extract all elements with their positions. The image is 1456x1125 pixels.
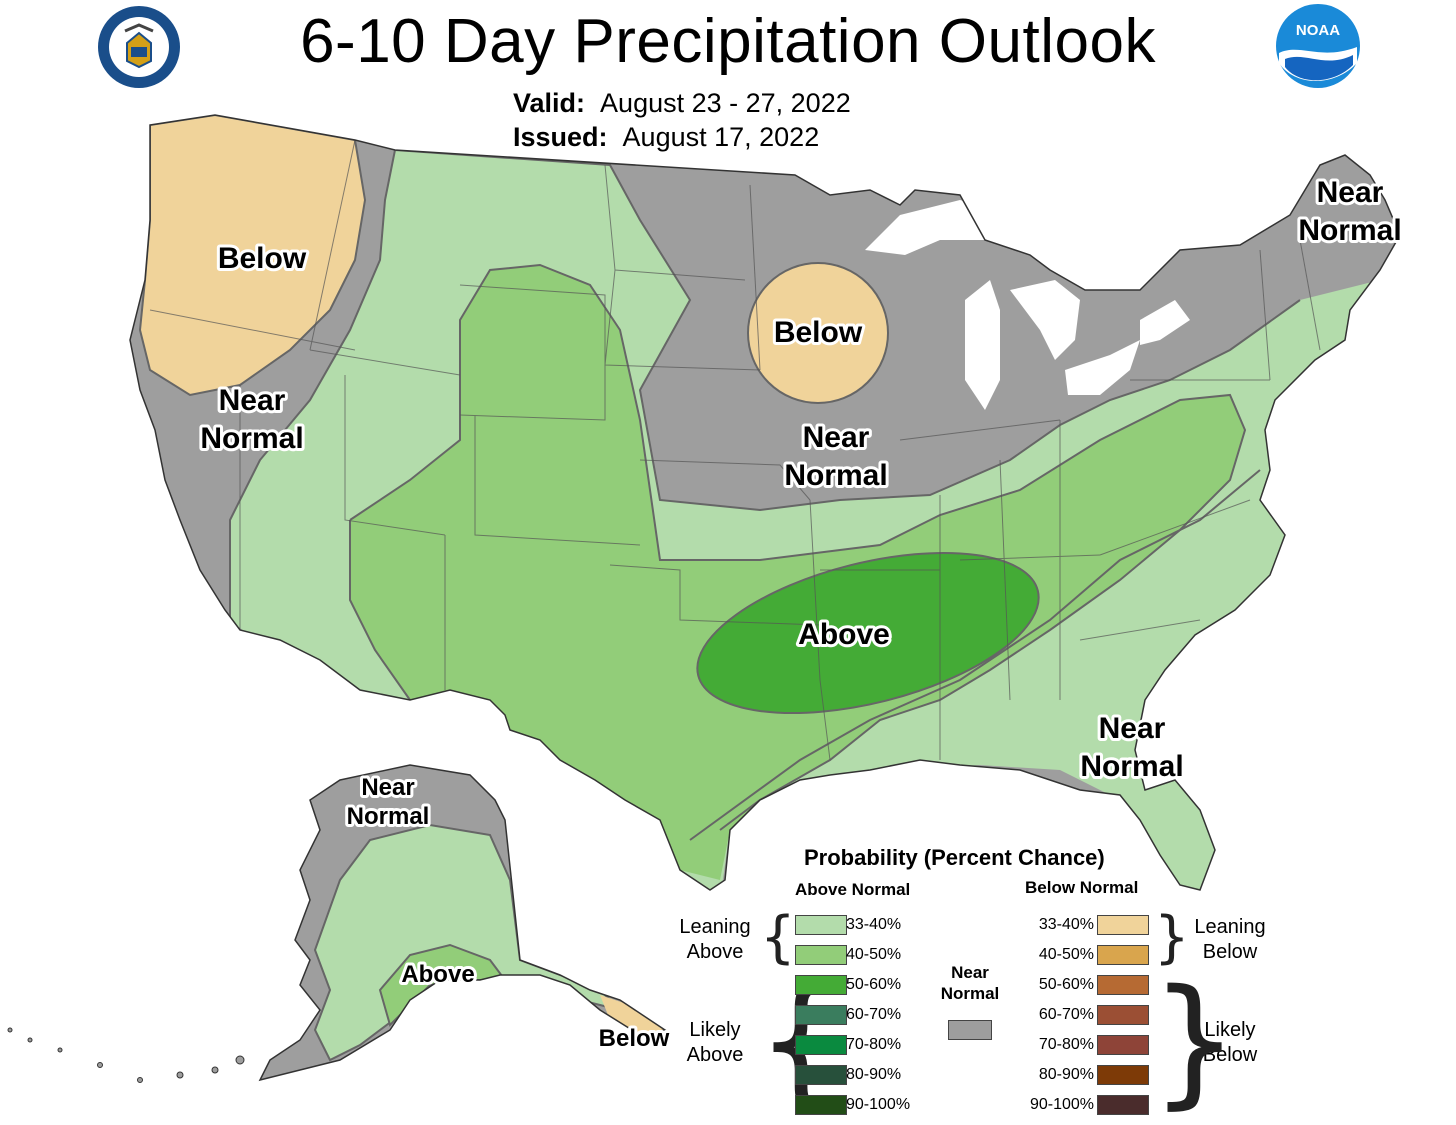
brace-leaning-above: {: [760, 905, 796, 970]
department-of-commerce-seal: [97, 5, 181, 89]
legend-leaning-below: Leaning Below: [1194, 916, 1266, 963]
region-label-upper-midwest: Below: [774, 316, 863, 349]
issued-date: Issued: August 17, 2022: [513, 122, 819, 153]
label-below-6: 80-90%: [1038, 1066, 1094, 1083]
region-label-pacific-nw: Below: [218, 242, 307, 275]
legend-likely-above: Likely Above: [686, 1019, 744, 1066]
swatch-above-2: [795, 945, 847, 965]
swatch-below-3: [1097, 975, 1149, 995]
noaa-logo: NOAA: [1275, 3, 1361, 89]
issued-value: August 17, 2022: [622, 122, 820, 152]
legend-title: Probability (Percent Chance): [804, 845, 1105, 870]
swatch-above-6: [795, 1065, 847, 1085]
legend-below-header: Below Normal: [1025, 878, 1139, 897]
region-label-midwest: Near Normal: [784, 421, 887, 492]
swatch-below-2: [1097, 945, 1149, 965]
valid-dates: Valid: August 23 - 27, 2022: [513, 88, 851, 119]
swatch-below-7: [1097, 1095, 1149, 1115]
label-above-7: 90-100%: [846, 1096, 911, 1113]
label-below-1: 33-40%: [1038, 916, 1094, 933]
alaska-outline: [258, 764, 667, 1082]
region-label-alaska-south: Above: [401, 961, 474, 988]
swatch-below-6: [1097, 1065, 1149, 1085]
label-below-5: 70-80%: [1038, 1036, 1094, 1053]
label-above-3: 50-60%: [846, 976, 902, 993]
label-below-4: 60-70%: [1038, 1006, 1094, 1023]
region-label-west-coast: Near Normal: [200, 384, 303, 455]
valid-value: August 23 - 27, 2022: [600, 88, 851, 118]
label-above-6: 80-90%: [846, 1066, 902, 1083]
region-label-southeast: Near Normal: [1080, 712, 1183, 783]
page-title: 6-10 Day Precipitation Outlook: [300, 7, 1156, 76]
region-label-alaska-panhandle: Below: [599, 1025, 670, 1052]
swatch-above-5: [795, 1035, 847, 1055]
legend-near-normal-label: Near Normal: [940, 963, 1000, 1003]
swatch-below-1: [1097, 915, 1149, 935]
svg-text:NOAA: NOAA: [1296, 22, 1340, 39]
label-above-5: 70-80%: [846, 1036, 902, 1053]
legend-leaning-above: Leaning Above: [679, 916, 751, 963]
region-label-central: Above: [798, 618, 890, 651]
region-label-northeast: Near Normal: [1298, 176, 1401, 247]
brace-leaning-below: }: [1154, 905, 1190, 970]
region-label-alaska-north: Near Normal: [347, 774, 430, 830]
swatch-above-4: [795, 1005, 847, 1025]
conus-outline: [129, 114, 1401, 891]
issued-label: Issued:: [513, 122, 608, 152]
swatch-above-3: [795, 975, 847, 995]
label-above-2: 40-50%: [846, 946, 902, 963]
label-below-2: 40-50%: [1038, 946, 1094, 963]
label-below-3: 50-60%: [1038, 976, 1094, 993]
swatch-above-1: [795, 915, 847, 935]
legend: Probability (Percent Chance) Above Norma…: [660, 840, 1280, 1120]
brace-likely-below: }: [1150, 960, 1240, 1123]
label-above-1: 33-40%: [846, 916, 902, 933]
swatch-below-5: [1097, 1035, 1149, 1055]
valid-label: Valid:: [513, 88, 586, 118]
label-above-4: 60-70%: [846, 1006, 902, 1023]
swatch-above-7: [795, 1095, 847, 1115]
swatch-near-normal: [948, 1020, 992, 1040]
legend-likely-below: Likely Below: [1202, 1019, 1258, 1066]
legend-above-header: Above Normal: [795, 880, 911, 899]
swatch-below-4: [1097, 1005, 1149, 1025]
label-below-7: 90-100%: [1029, 1096, 1094, 1113]
